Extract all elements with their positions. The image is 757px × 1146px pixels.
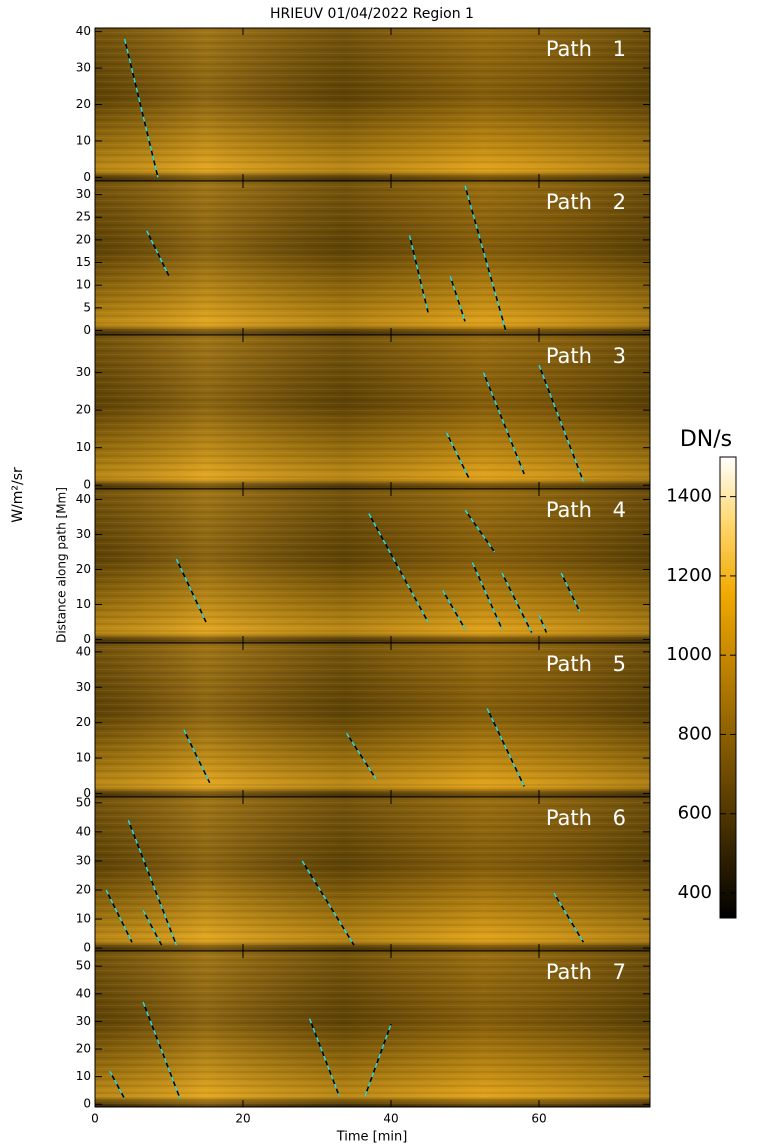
- track-line: [105, 889, 133, 943]
- track-dash: [364, 1023, 392, 1097]
- y-tick-label: 30: [76, 527, 91, 541]
- y-tick-label: 40: [76, 492, 91, 506]
- track-dash: [123, 38, 159, 178]
- panel-streaks: [95, 643, 650, 797]
- y-tick-label: 0: [83, 632, 91, 646]
- colorbar-tick-label: 800: [678, 723, 712, 744]
- colorbar-tick-label: 1000: [666, 644, 712, 665]
- track-dash: [175, 558, 207, 623]
- y-tick-label: 50: [76, 795, 91, 809]
- colorbar-tick-label: 400: [678, 882, 712, 903]
- track-dash: [560, 572, 581, 612]
- y-tick-label: 30: [76, 187, 91, 201]
- side-label: W/m²/sr: [10, 467, 26, 523]
- chart-title: HRIEUV 01/04/2022 Region 1: [270, 6, 474, 22]
- panel-label: Path 6: [546, 806, 626, 830]
- y-tick-label: 0: [83, 323, 91, 337]
- track-dash: [445, 432, 470, 479]
- x-tick-label: 0: [91, 1112, 99, 1126]
- y-tick-label: 0: [83, 478, 91, 492]
- y-tick-label: 15: [76, 255, 91, 269]
- track-dash: [482, 372, 525, 475]
- y-tick-label: 25: [76, 210, 91, 224]
- track-dash: [308, 1018, 340, 1097]
- track-dash: [464, 509, 496, 553]
- y-tick-label: 10: [76, 440, 91, 454]
- track-line: [109, 1070, 126, 1100]
- colorbar: [719, 456, 737, 919]
- panel-label: Path 2: [546, 190, 626, 214]
- track-dash: [449, 275, 466, 322]
- y-tick-label: 20: [76, 715, 91, 729]
- y-tick-label: 10: [76, 597, 91, 611]
- panel-streaks: [95, 489, 650, 643]
- track-dash: [146, 230, 170, 277]
- y-tick-label: 0: [83, 170, 91, 184]
- panel-frame: [94, 950, 651, 1108]
- panel-label: Path 7: [546, 960, 626, 984]
- track-dash: [368, 513, 429, 623]
- colorbar-label: DN/s: [680, 427, 732, 452]
- y-tick-label: 30: [76, 853, 91, 867]
- track-line: [345, 732, 377, 780]
- y-tick-label: 10: [76, 751, 91, 765]
- panel-label: Path 3: [546, 344, 626, 368]
- y-tick-label: 30: [76, 1014, 91, 1028]
- track-dash: [501, 572, 533, 633]
- y-tick-label: 0: [83, 1097, 91, 1111]
- y-tick-label: 10: [76, 1069, 91, 1083]
- track-line: [183, 729, 211, 784]
- panel-label: Path 1: [546, 37, 626, 61]
- panel-streaks: [95, 181, 650, 335]
- y-tick-label: 0: [83, 786, 91, 800]
- x-tick-label: 20: [235, 1112, 250, 1126]
- y-tick-label: 20: [76, 562, 91, 576]
- y-tick-label: 30: [76, 680, 91, 694]
- colorbar-tick-label: 1400: [666, 486, 712, 507]
- colorbar-tick-label: 600: [678, 803, 712, 824]
- y-tick-label: 10: [76, 912, 91, 926]
- y-tick-label: 40: [76, 824, 91, 838]
- y-tick-label: 40: [76, 644, 91, 658]
- y-tick-label: 10: [76, 278, 91, 292]
- y-tick-label: 40: [76, 24, 91, 38]
- y-axis-label: Distance along path [Mm]: [55, 487, 69, 643]
- y-tick-label: 50: [76, 959, 91, 973]
- y-tick-label: 20: [76, 882, 91, 896]
- track-dash: [142, 909, 163, 946]
- y-tick-label: 20: [76, 232, 91, 246]
- y-tick-label: 5: [83, 300, 91, 314]
- track-line: [464, 185, 507, 331]
- panel-label: Path 5: [546, 652, 626, 676]
- y-tick-label: 40: [76, 986, 91, 1000]
- colorbar-tick-label: 1200: [666, 565, 712, 586]
- track-dash: [127, 819, 178, 946]
- panel-streaks: [95, 28, 650, 181]
- track-dash: [538, 614, 548, 633]
- track-dash: [408, 235, 429, 313]
- panel-label: Path 4: [546, 498, 626, 522]
- y-tick-label: 20: [76, 97, 91, 111]
- y-tick-label: 30: [76, 365, 91, 379]
- panel-streaks: [95, 951, 650, 1107]
- track-dash: [486, 708, 525, 787]
- track-dash: [538, 364, 585, 482]
- x-axis-label: Time [min]: [336, 1130, 408, 1145]
- panel-streaks: [95, 797, 650, 951]
- y-tick-label: 30: [76, 61, 91, 75]
- track-dash: [471, 562, 503, 630]
- track-dash: [142, 1001, 181, 1099]
- y-tick-label: 20: [76, 1042, 91, 1056]
- track-dash: [301, 860, 355, 946]
- y-tick-label: 10: [76, 133, 91, 147]
- x-tick-label: 40: [383, 1112, 398, 1126]
- track-dash: [442, 590, 466, 630]
- y-tick-label: 0: [83, 941, 91, 955]
- y-tick-label: 20: [76, 403, 91, 417]
- x-tick-label: 60: [531, 1112, 546, 1126]
- track-line: [553, 892, 585, 943]
